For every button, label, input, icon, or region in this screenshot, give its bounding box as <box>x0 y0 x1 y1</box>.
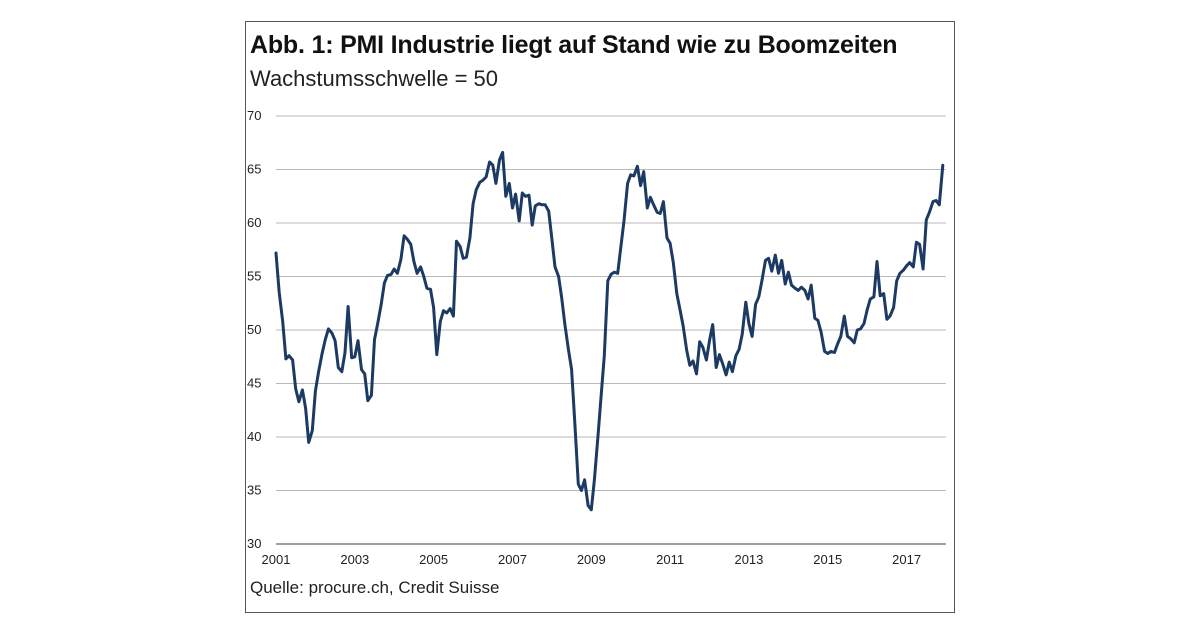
y-tick-label: 45 <box>247 376 261 391</box>
chart-frame <box>245 21 955 613</box>
chart-source: Quelle: procure.ch, Credit Suisse <box>250 578 500 597</box>
y-tick-label: 30 <box>247 536 261 551</box>
x-tick-label: 2001 <box>262 552 291 567</box>
y-tick-labels: 30 35 40 45 50 55 60 65 70 <box>247 108 261 551</box>
y-tick-label: 35 <box>247 483 261 498</box>
y-tick-label: 55 <box>247 269 261 284</box>
x-tick-label: 2011 <box>656 552 684 567</box>
series-line-pmi <box>274 150 945 512</box>
y-tick-label: 70 <box>247 108 261 123</box>
series-group <box>274 150 945 512</box>
y-tick-label: 50 <box>247 322 261 337</box>
y-tick-label: 60 <box>247 215 261 230</box>
x-tick-labels: 2001 2003 2005 2007 2009 2011 2013 2015 2017 <box>262 552 922 567</box>
y-tick-label: 40 <box>247 429 261 444</box>
x-tick-label: 2007 <box>498 552 527 567</box>
chart-title: Abb. 1: PMI Industrie liegt auf Stand wi… <box>250 31 898 59</box>
x-tick-label: 2017 <box>892 552 921 567</box>
x-tick-label: 2013 <box>734 552 763 567</box>
x-tick-label: 2003 <box>340 552 369 567</box>
x-tick-label: 2015 <box>813 552 842 567</box>
chart-subtitle: Wachstumsschwelle = 50 <box>250 66 499 91</box>
y-tick-label: 65 <box>247 162 261 177</box>
x-tick-label: 2009 <box>577 552 606 567</box>
x-tick-label: 2005 <box>419 552 448 567</box>
